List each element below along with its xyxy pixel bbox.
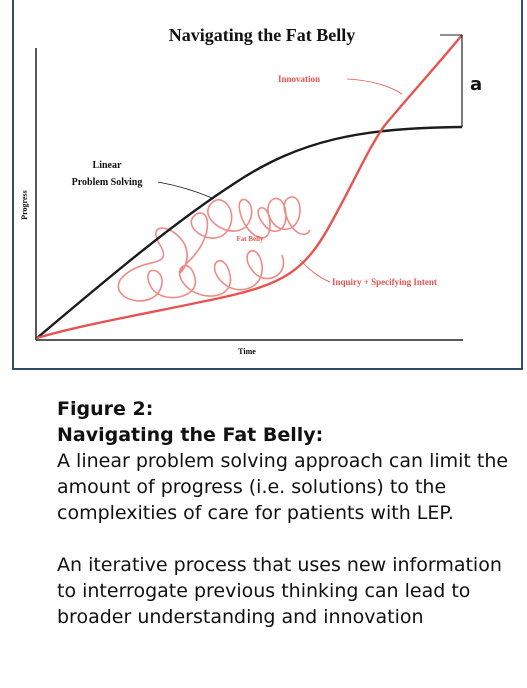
innovation-leader bbox=[346, 78, 403, 95]
diagram-title: Navigating the Fat Belly bbox=[169, 25, 356, 45]
figure-caption: Figure 2: Navigating the Fat Belly: A li… bbox=[57, 396, 517, 630]
fat-belly-label: Fat Belly bbox=[236, 235, 264, 243]
caption-spacer bbox=[57, 526, 517, 552]
linear-label-line1: Linear bbox=[93, 160, 122, 171]
caption-title: Figure 2: bbox=[57, 398, 154, 420]
caption-paragraph-2: An iterative process that uses new infor… bbox=[57, 554, 502, 628]
figure-frame bbox=[12, 0, 523, 370]
caption-subtitle: Navigating the Fat Belly: bbox=[57, 424, 324, 446]
gap-label: a bbox=[470, 74, 482, 95]
linear-curve bbox=[36, 125, 463, 339]
caption-paragraph-1: A linear problem solving approach can li… bbox=[57, 450, 509, 524]
fat-belly-loops bbox=[117, 196, 311, 302]
x-axis-label: Time bbox=[238, 347, 256, 356]
fat-belly-diagram: Navigating the Fat Belly Progress Time a… bbox=[20, 25, 482, 356]
y-axis-label: Progress bbox=[20, 190, 29, 219]
innovation-label: Innovation bbox=[278, 74, 320, 84]
linear-leader bbox=[157, 181, 213, 199]
inquiry-leader bbox=[299, 259, 331, 283]
innovation-curve bbox=[36, 34, 463, 340]
inquiry-label: Inquiry + Specifying Intent bbox=[332, 277, 437, 287]
linear-label-line2: Problem Solving bbox=[72, 177, 143, 188]
